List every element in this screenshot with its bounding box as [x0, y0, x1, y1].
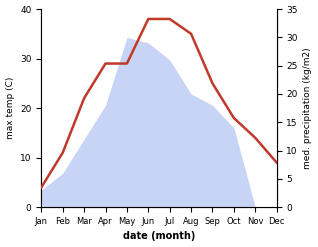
Y-axis label: max temp (C): max temp (C) [5, 77, 15, 139]
X-axis label: date (month): date (month) [123, 231, 195, 242]
Y-axis label: med. precipitation (kg/m2): med. precipitation (kg/m2) [303, 47, 313, 169]
